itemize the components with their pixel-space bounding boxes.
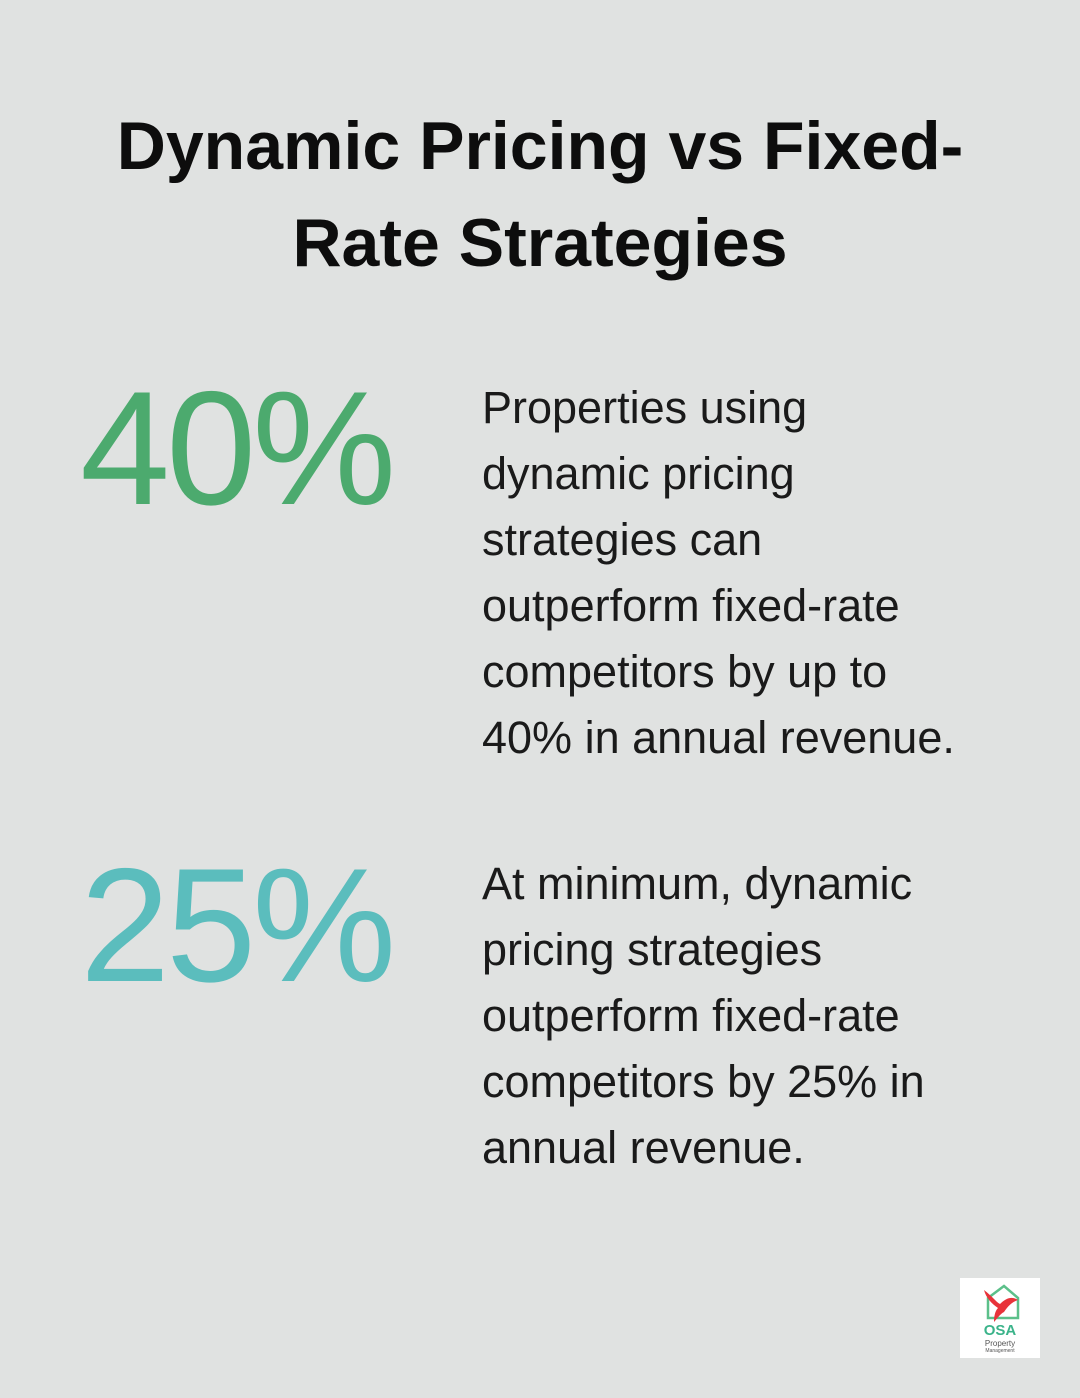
house-bird-icon [984,1284,1020,1322]
desc-line: annual revenue. [482,1122,805,1173]
desc-line: outperform fixed-rate [482,580,900,631]
desc-line: At minimum, dynamic [482,858,913,909]
desc-line: pricing strategies [482,924,823,975]
desc-line: outperform fixed-rate [482,990,900,1041]
desc-line: strategies can [482,514,763,565]
title-line-2: Rate Strategies [292,205,788,281]
title-line-1: Dynamic Pricing vs Fixed- [116,108,964,184]
logo-name: OSA [983,1322,1017,1339]
stat-25-description: At minimum, dynamic pricing strategies o… [482,851,925,1181]
desc-line: Properties using [482,382,808,433]
stat-25-percent: 25% [80,835,396,1016]
logo-line-1: Property [984,1339,1016,1348]
desc-line: dynamic pricing [482,448,795,499]
stat-40-percent: 40% [80,358,396,539]
desc-line: 40% in annual revenue. [482,712,955,763]
page-title: Dynamic Pricing vs Fixed- Rate Strategie… [0,98,1080,292]
desc-line: competitors by up to [482,646,888,697]
logo-line-2: Management [985,1348,1015,1354]
stat-40-description: Properties using dynamic pricing strateg… [482,375,955,771]
osa-logo: OSA Property Management [960,1278,1040,1358]
desc-line: competitors by 25% in [482,1056,925,1107]
